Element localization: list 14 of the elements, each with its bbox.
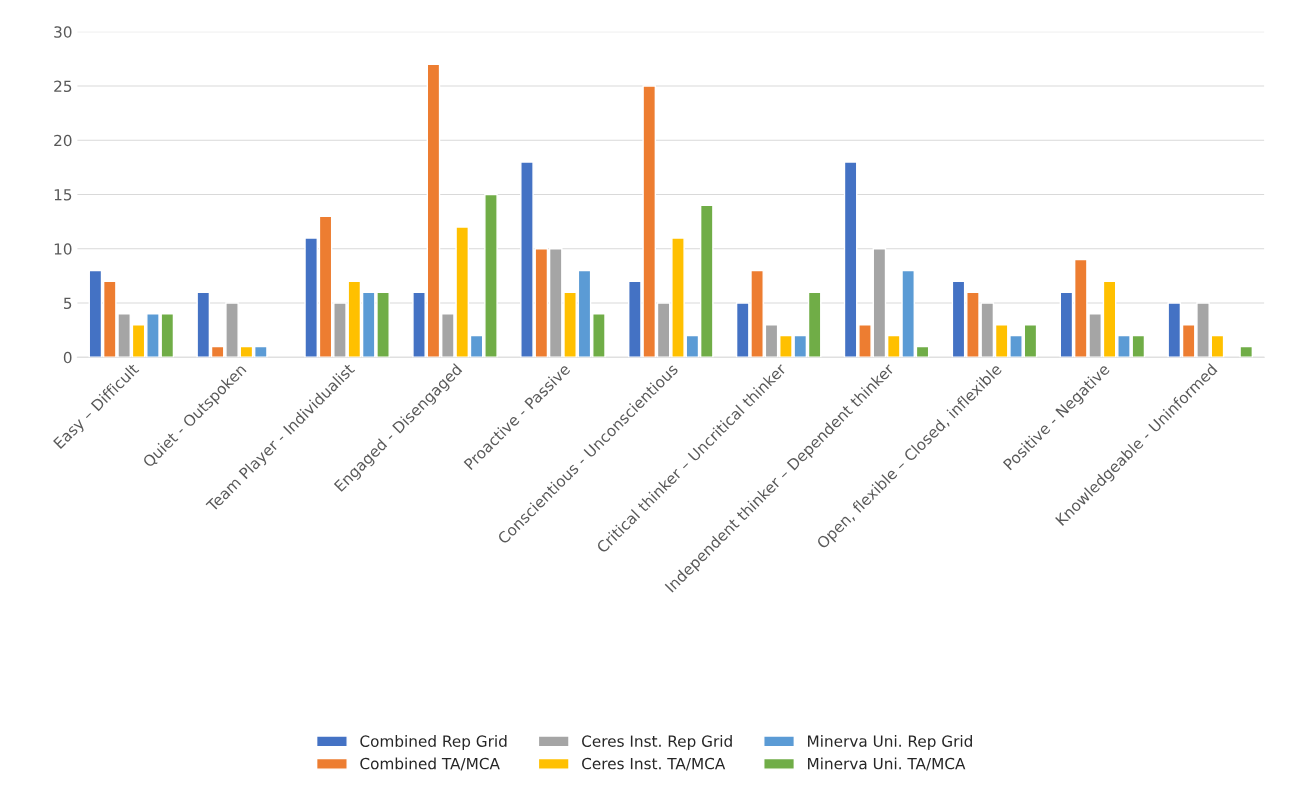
bar [1239, 345, 1254, 358]
y-tick-label: 0 [63, 351, 72, 364]
y-tick-label: 30 [54, 26, 72, 38]
legend-label: Minerva Uni. TA/MCA [808, 757, 966, 771]
y-tick-label: 10 [54, 243, 72, 255]
legend-label: Ceres Inst. Rep Grid [582, 735, 732, 750]
legend-label: Combined Rep Grid [360, 735, 507, 750]
y-tick-label: 20 [54, 134, 72, 147]
y-tick-label: 25 [54, 80, 72, 93]
legend-label: Combined TA/MCA [360, 757, 500, 771]
y-tick-label: 5 [64, 297, 72, 310]
legend-label: Minerva Uni. Rep Grid [808, 735, 972, 750]
legend-label: Ceres Inst. TA/MCA [582, 757, 726, 771]
y-tick-label: 15 [54, 189, 72, 201]
